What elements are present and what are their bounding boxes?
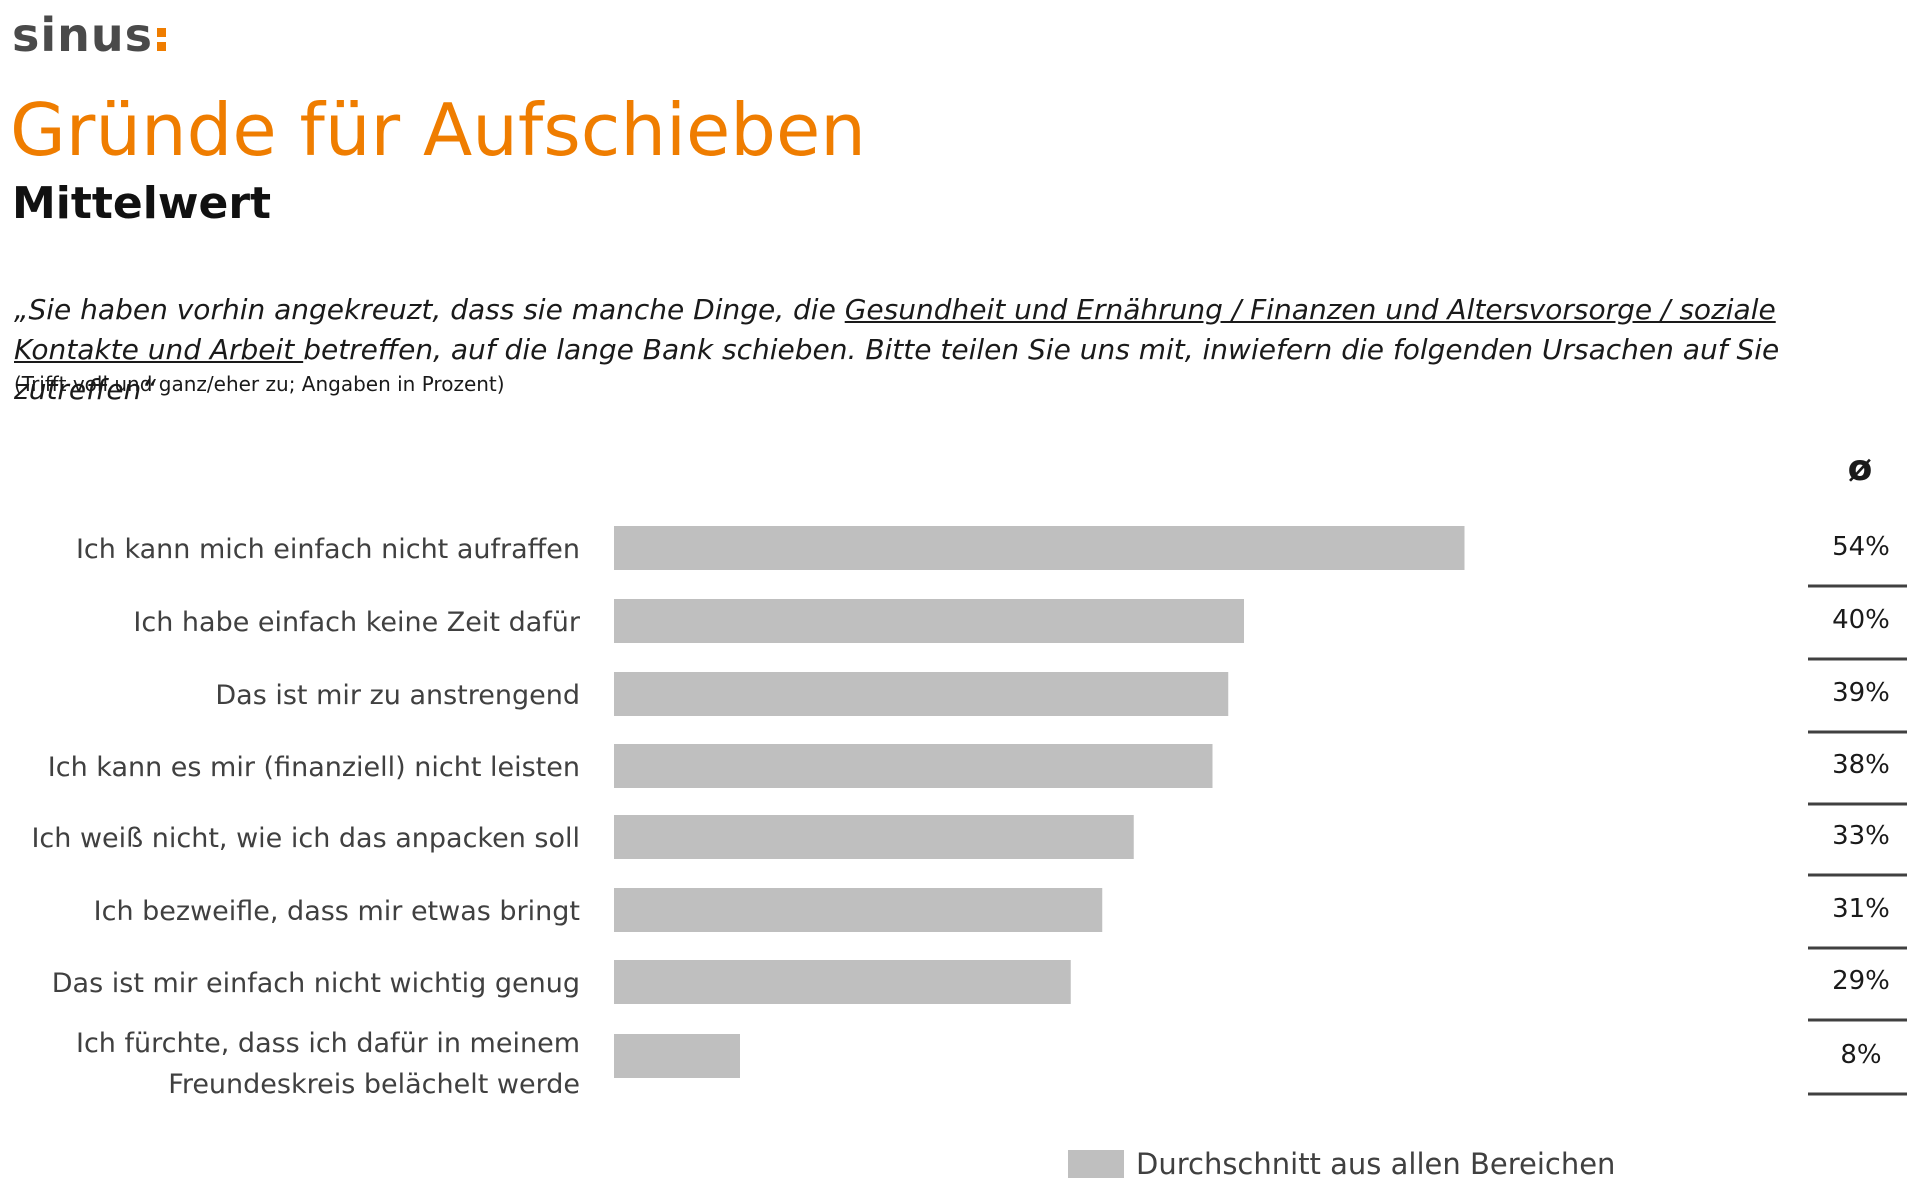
page-subtitle: Mittelwert <box>12 178 272 229</box>
question-note: (Trifft voll und ganz/eher zu; Angaben i… <box>14 372 505 396</box>
bar <box>614 744 1213 788</box>
bar <box>614 526 1465 570</box>
logo-text: sinus <box>12 8 154 62</box>
value-label: 29% <box>1832 966 1890 996</box>
category-label: Das ist mir zu anstrengend <box>215 680 580 711</box>
bar <box>614 672 1229 716</box>
survey-question: „Sie haben vorhin angekreuzt, dass sie m… <box>14 290 1894 410</box>
value-label: 33% <box>1832 821 1890 851</box>
value-label: 39% <box>1832 678 1890 708</box>
bar-chart: Ich kann mich einfach nicht aufraffen 54%… <box>31 526 1907 1100</box>
bar <box>614 599 1244 643</box>
chart-legend: Durchschnitt aus allen Bereichen <box>1068 1147 1615 1181</box>
page-title: Gründe für Aufschieben <box>10 88 866 172</box>
bar <box>614 815 1134 859</box>
legend-label: Durchschnitt aus allen Bereichen <box>1136 1147 1616 1181</box>
category-label: Ich kann es mir (finanziell) nicht leist… <box>48 752 580 783</box>
value-label: 8% <box>1840 1040 1881 1070</box>
logo-mark-icon <box>157 27 167 51</box>
average-column-header: ø <box>1847 448 1873 489</box>
value-label: 40% <box>1832 605 1890 635</box>
value-label: 38% <box>1832 750 1890 780</box>
question-text-start: „Sie haben vorhin angekreuzt, dass sie m… <box>14 293 845 326</box>
bar <box>614 960 1071 1004</box>
value-label: 54% <box>1832 532 1890 562</box>
category-label: Ich kann mich einfach nicht aufraffen <box>76 534 580 565</box>
sinus-logo: sinus <box>12 8 167 62</box>
category-label: Ich weiß nicht, wie ich das anpacken sol… <box>31 823 580 854</box>
category-label: Das ist mir einfach nicht wichtig genug <box>52 968 580 999</box>
bar <box>614 888 1103 932</box>
category-label: Ich fürchte, dass ich dafür in meinem Fre… <box>76 1028 580 1100</box>
question-text-end: betreffen, auf die lange Bank schieben. … <box>14 333 1780 406</box>
value-label: 31% <box>1832 894 1890 924</box>
category-label: Ich habe einfach keine Zeit dafür <box>133 607 580 638</box>
legend-swatch <box>1068 1150 1124 1178</box>
question-text-underlined: Gesundheit und Ernährung / Finanzen und … <box>14 293 1776 366</box>
bar <box>614 1034 740 1078</box>
category-label: Ich bezweifle, dass mir etwas bringt <box>94 896 580 927</box>
